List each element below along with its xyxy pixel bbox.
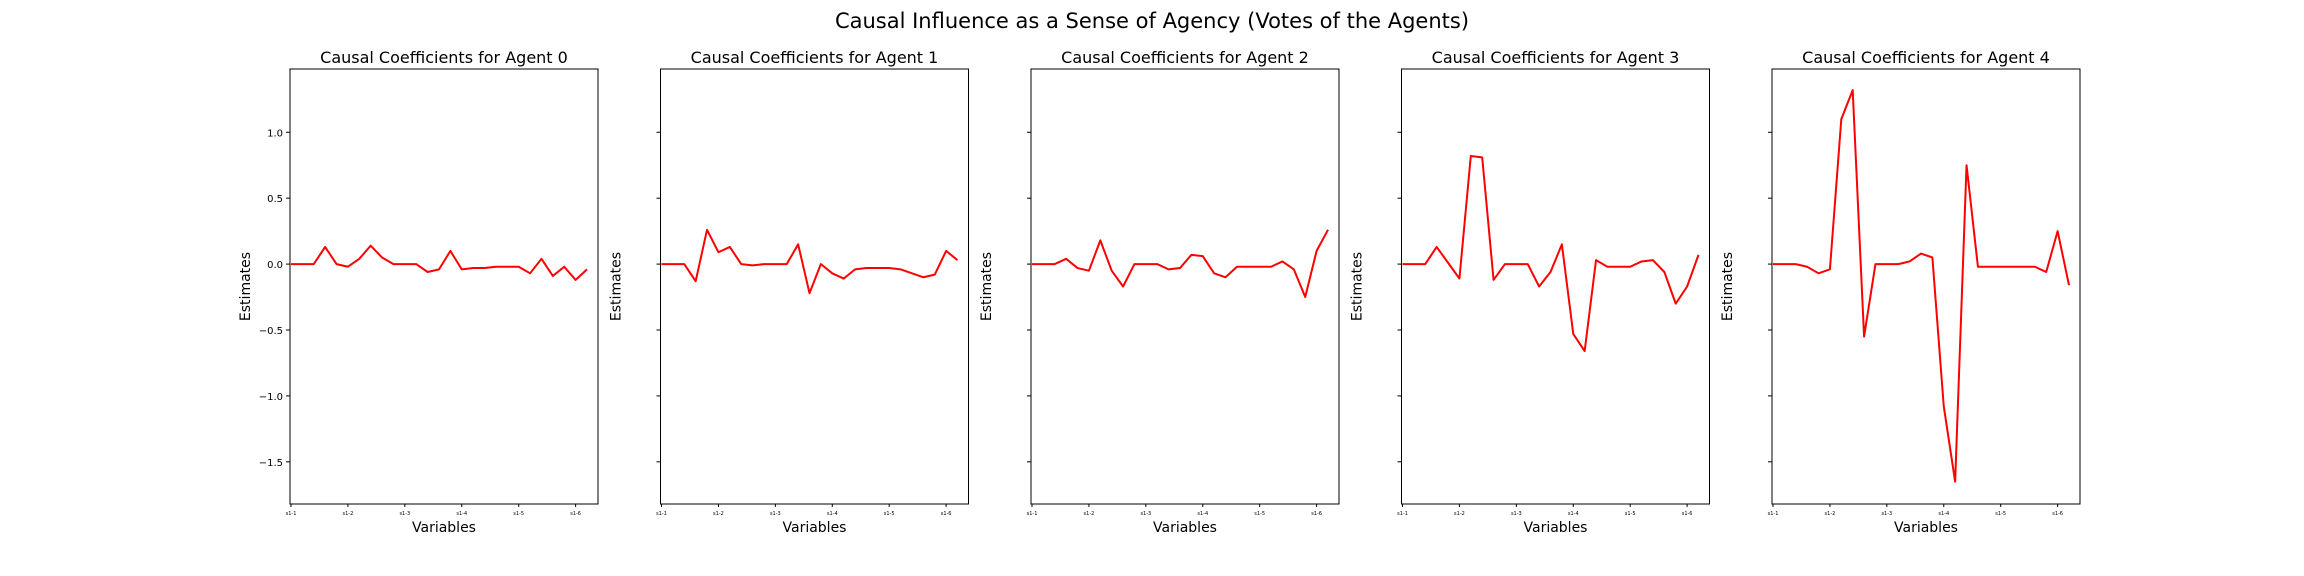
x-tick-label: s1-5 — [513, 511, 524, 517]
y-tick-label: −1.5 — [259, 458, 283, 469]
series-line-agent-0 — [291, 244, 588, 281]
series-line-agent-1 — [661, 228, 959, 295]
x-tick-label: s1-1 — [1027, 511, 1038, 517]
subplot-title: Causal Coefficients for Agent 0 — [320, 48, 568, 67]
x-tick-label: s1-5 — [884, 511, 895, 517]
series-line-agent-2 — [1032, 229, 1329, 299]
axes-frame — [1030, 68, 1340, 505]
x-axis-label: Variables — [412, 520, 476, 536]
axes-frame — [289, 68, 599, 505]
x-tick-label: s1-4 — [456, 511, 467, 517]
subplot-title: Causal Coefficients for Agent 2 — [1061, 48, 1309, 67]
y-axis-label: Estimates — [1720, 252, 1736, 321]
x-tick-label: s1-6 — [1682, 511, 1693, 517]
y-tick-label: 0.0 — [267, 260, 283, 271]
x-tick-label: s1-4 — [1197, 511, 1208, 517]
subplot-title: Causal Coefficients for Agent 4 — [1802, 48, 2050, 67]
x-axis-label: Variables — [1153, 520, 1217, 536]
axes-frame — [660, 68, 969, 505]
subplot-title: Causal Coefficients for Agent 3 — [1432, 48, 1680, 67]
x-tick-label: s1-2 — [713, 511, 724, 517]
y-tick-label: −1.0 — [259, 392, 283, 403]
x-tick-label: s1-4 — [1568, 511, 1579, 517]
x-axis-label: Variables — [1524, 520, 1588, 536]
x-tick-label: s1-6 — [941, 511, 952, 517]
subplot-agent-1: Causal Coefficients for Agent 1 s1-1 s1-2 s… — [609, 48, 969, 536]
x-tick-label: s1-5 — [1254, 511, 1265, 517]
y-axis-label: Estimates — [979, 252, 995, 321]
x-tick-label: s1-5 — [1625, 511, 1636, 517]
series-line-agent-3 — [1402, 155, 1700, 353]
x-tick-label: s1-2 — [343, 511, 354, 517]
x-axis-label: Variables — [783, 520, 847, 536]
x-tick-label: s1-3 — [1881, 511, 1892, 517]
axes-frame — [1771, 68, 2081, 505]
figure-suptitle: Causal Influence as a Sense of Agency (V… — [835, 9, 1469, 33]
axes-frame — [1401, 68, 1710, 505]
x-axis-label: Variables — [1894, 520, 1958, 536]
x-tick-label: s1-3 — [1140, 511, 1151, 517]
x-tick-label: s1-4 — [827, 511, 838, 517]
x-tick-label: s1-3 — [399, 511, 410, 517]
y-tick-label: 0.5 — [267, 194, 283, 205]
series-line-agent-4 — [1773, 89, 2070, 483]
x-tick-label: s1-1 — [1768, 511, 1779, 517]
x-tick-label: s1-6 — [2052, 511, 2063, 517]
x-tick-label: s1-1 — [1397, 511, 1408, 517]
x-tick-label: s1-2 — [1084, 511, 1095, 517]
y-axis-label: Estimates — [238, 252, 254, 321]
x-tick-label: s1-1 — [286, 511, 297, 517]
y-axis-label: Estimates — [1350, 252, 1366, 321]
x-tick-label: s1-1 — [656, 511, 667, 517]
x-tick-label: s1-6 — [570, 511, 581, 517]
subplot-agent-3: Causal Coefficients for Agent 3 s1-1 s1-2 s… — [1350, 48, 1710, 536]
y-tick-label: −0.5 — [259, 326, 283, 337]
x-tick-label: s1-5 — [1995, 511, 2006, 517]
y-axis-label: Estimates — [609, 252, 625, 321]
x-tick-label: s1-6 — [1311, 511, 1322, 517]
x-tick-label: s1-3 — [770, 511, 781, 517]
subplot-agent-2: Causal Coefficients for Agent 2 s1-1 s1-2 s… — [979, 48, 1340, 536]
x-tick-label: s1-4 — [1938, 511, 1949, 517]
x-tick-label: s1-2 — [1825, 511, 1836, 517]
y-tick-label: 1.0 — [267, 128, 283, 139]
x-tick-label: s1-3 — [1511, 511, 1522, 517]
subplot-grid: Causal Coefficients for Agent 0 1.0 0.5 0.0… — [238, 48, 2081, 536]
subplot-agent-4: Causal Coefficients for Agent 4 s1-1 s1-2 s… — [1720, 48, 2081, 536]
subplot-title: Causal Coefficients for Agent 1 — [691, 48, 939, 67]
x-tick-label: s1-2 — [1454, 511, 1465, 517]
subplot-agent-0: Causal Coefficients for Agent 0 1.0 0.5 0.0… — [238, 48, 599, 536]
